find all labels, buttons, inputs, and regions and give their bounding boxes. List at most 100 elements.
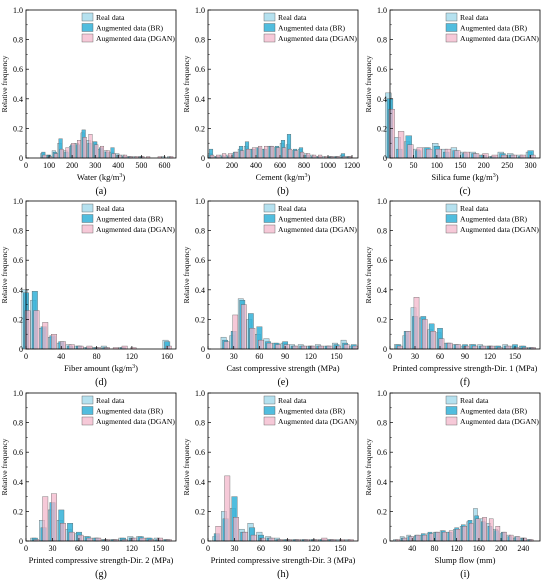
legend-label: Augmented data (BR) — [278, 24, 346, 33]
legend-swatch — [445, 23, 458, 32]
dgan-bar — [222, 153, 227, 159]
dgan-bar — [86, 537, 93, 542]
legend-swatch — [445, 203, 458, 213]
y-axis-label: Relative frequency — [364, 438, 373, 495]
x-tick-label: 200 — [495, 544, 507, 553]
histogram-panel-e: 0 0.2 0.4 0.6 0.8 1.0 0 30 60 90 120 150 Relative fr… — [182, 197, 359, 388]
dgan-bar — [77, 345, 84, 350]
y-tick-label: 1.0 — [13, 197, 23, 206]
dgan-bar — [416, 147, 423, 159]
x-tick-label: 150 — [331, 352, 343, 361]
x-tick-label: 160 — [161, 352, 173, 361]
x-tick-label: 100 — [43, 161, 55, 170]
legend: Real data Augmented data (BR)Augmented da… — [81, 395, 175, 426]
dgan-bar — [275, 344, 281, 350]
dgan-bar — [65, 147, 70, 159]
x-tick-label: 200 — [478, 161, 490, 170]
y-tick-label: 0.8 — [195, 227, 205, 236]
legend-label: Augmented data (DGAN) — [460, 417, 539, 426]
dgan-bar — [123, 154, 128, 159]
dgan-bar — [266, 342, 273, 350]
x-tick-label: 160 — [473, 544, 485, 553]
y-axis-label: Relative frequency — [0, 55, 9, 112]
dgan-bar — [454, 150, 461, 159]
legend-swatch — [81, 23, 94, 32]
dgan-bar — [300, 345, 307, 350]
y-tick-label: 0 — [19, 154, 23, 163]
x-tick-label: 60 — [75, 544, 83, 553]
x-tick-label: 30 — [230, 544, 238, 553]
dgan-bar — [223, 341, 230, 350]
dgan-bar — [491, 154, 498, 159]
legend-swatch — [263, 224, 276, 234]
legend-label: Augmented data (DGAN) — [278, 34, 357, 43]
dgan-bar — [68, 344, 75, 350]
y-tick-label: 1.0 — [13, 389, 23, 398]
x-tick-label: 240 — [517, 544, 529, 553]
histogram-panel-g: 0 0.2 0.4 0.6 0.8 1.0 0 30 60 90 120 150 Relative fr… — [0, 389, 177, 580]
dgan-bar — [250, 534, 257, 542]
dgan-bar — [282, 147, 287, 159]
x-axis-label: Cement (kg/m3) — [256, 172, 311, 182]
y-tick-label: 0.6 — [13, 256, 23, 265]
panel-label: (e) — [277, 377, 288, 388]
x-tick-label: 120 — [305, 352, 317, 361]
x-tick-label: 120 — [126, 544, 138, 553]
dgan-bar — [430, 331, 436, 350]
dgan-bar — [488, 518, 494, 542]
legend-swatch — [81, 224, 94, 234]
x-tick-label: 120 — [484, 352, 496, 361]
y-tick-label: 0.4 — [13, 478, 23, 487]
legend-swatch — [263, 203, 276, 213]
legend-swatch — [445, 12, 458, 22]
panel-label: (g) — [95, 569, 107, 580]
y-tick-label: 0.6 — [195, 256, 205, 265]
dgan-bar — [111, 153, 116, 159]
legend-swatch — [81, 203, 94, 213]
y-axis-label: Relative frequency — [364, 55, 373, 112]
y-tick-label: 0.2 — [195, 507, 205, 516]
dgan-bar — [352, 345, 359, 350]
dgan-bar — [472, 153, 480, 159]
y-tick-label: 0.8 — [195, 419, 205, 428]
x-tick-label: 100 — [431, 161, 443, 170]
y-tick-label: 1.0 — [377, 389, 387, 398]
x-tick-label: 30 — [411, 352, 419, 361]
dgan-bar — [397, 131, 405, 159]
dgan-bar — [447, 342, 453, 350]
legend-label: Real data — [278, 13, 307, 22]
y-tick-label: 0.4 — [13, 286, 23, 295]
dgan-bar — [95, 537, 102, 542]
legend-swatch — [263, 214, 276, 223]
x-tick-label: 90 — [281, 352, 289, 361]
legend-swatch — [81, 12, 94, 22]
legend-swatch — [81, 33, 94, 43]
histogram-panel-c: 0 0.2 0.4 0.6 0.8 1.0 0 50 100 150 200 250 300 Relati… — [364, 6, 541, 197]
legend-label: Real data — [96, 13, 125, 22]
legend-label: Real data — [278, 204, 307, 213]
y-tick-label: 0.6 — [195, 65, 205, 74]
x-tick-label: 150 — [454, 161, 466, 170]
legend-swatch — [263, 416, 276, 426]
x-tick-label: 1200 — [344, 161, 360, 170]
legend: Real data Augmented data (BR)Augmented da… — [263, 395, 357, 426]
dgan-bar — [224, 475, 231, 542]
legend-label: Augmented data (DGAN) — [96, 417, 175, 426]
dgan-bar — [428, 533, 434, 542]
x-tick-label: 0 — [388, 161, 392, 170]
legend: Real data Augmented data (BR)Augmented da… — [81, 203, 175, 234]
legend: Real data Augmented data (BR)Augmented da… — [263, 203, 357, 234]
legend-label: Augmented data (BR) — [460, 407, 528, 416]
panel-label: (h) — [277, 569, 289, 580]
dgan-bar — [326, 345, 333, 350]
y-tick-label: 1.0 — [195, 6, 205, 15]
y-axis-label: Relative frequency — [0, 438, 9, 495]
dgan-bar — [472, 345, 478, 350]
x-tick-label: 40 — [57, 352, 65, 361]
x-tick-label: 150 — [509, 352, 521, 361]
dgan-bar — [422, 534, 427, 542]
x-tick-label: 120 — [308, 544, 320, 553]
dgan-bar — [88, 134, 93, 159]
legend-label: Real data — [460, 204, 489, 213]
y-tick-label: 0.8 — [195, 36, 205, 45]
